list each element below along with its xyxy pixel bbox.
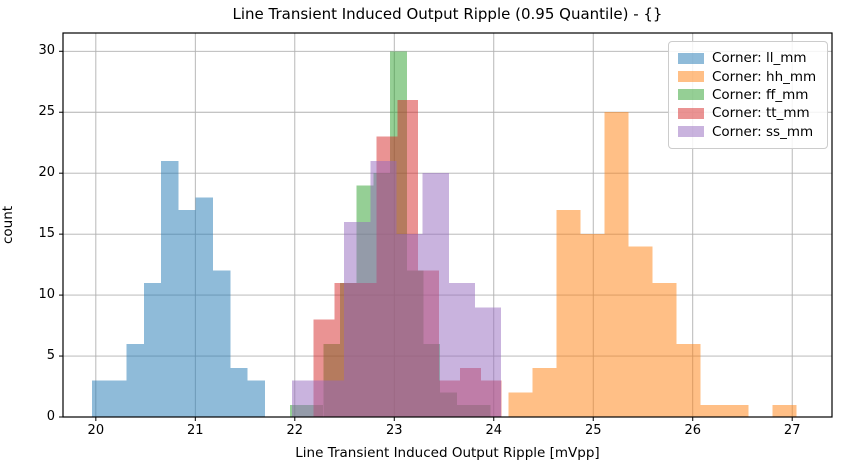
x-axis-label: Line Transient Induced Output Ripple [mV… bbox=[295, 445, 600, 461]
legend-item-hh_mm: Corner: hh_mm bbox=[678, 67, 818, 85]
hist-bar-hh_mm bbox=[604, 112, 629, 418]
y-tick-label: 20 bbox=[38, 165, 55, 181]
legend-label-ss_mm: Corner: ss_mm bbox=[712, 123, 814, 140]
hist-bar-hh_mm bbox=[676, 343, 701, 417]
hist-bar-hh_mm bbox=[772, 404, 797, 417]
hist-bar-ss_mm bbox=[396, 234, 423, 417]
x-tick-label: 24 bbox=[485, 423, 503, 438]
x-tick-label: 23 bbox=[385, 423, 403, 438]
y-tick-label: 0 bbox=[46, 409, 55, 424]
x-tick-label: 22 bbox=[286, 423, 304, 438]
legend-swatch-tt_mm bbox=[678, 107, 704, 119]
legend-swatch-ff_mm bbox=[678, 89, 704, 101]
hist-bar-ll_mm bbox=[213, 270, 231, 417]
legend-label-hh_mm: Corner: hh_mm bbox=[712, 68, 817, 85]
hist-bar-hh_mm bbox=[508, 392, 533, 417]
legend: Corner: ll_mm Corner: hh_mm Corner: ff_mm C… bbox=[668, 41, 828, 149]
hist-bar-ss_mm bbox=[448, 282, 475, 417]
legend-label-ff_mm: Corner: ff_mm bbox=[712, 86, 809, 103]
y-tick-label: 30 bbox=[38, 43, 55, 59]
hist-bar-hh_mm bbox=[724, 404, 749, 417]
chart-title: Line Transient Induced Output Ripple (0.… bbox=[232, 5, 663, 23]
legend-label-ll_mm: Corner: ll_mm bbox=[712, 50, 807, 67]
y-tick-label: 5 bbox=[46, 348, 55, 364]
hist-bar-ll_mm bbox=[230, 368, 248, 417]
y-axis-label: count bbox=[0, 205, 16, 245]
x-tick-label: 20 bbox=[87, 423, 105, 438]
legend-label-tt_mm: Corner: tt_mm bbox=[712, 105, 810, 122]
hist-bar-hh_mm bbox=[700, 404, 725, 417]
hist-bar-ss_mm bbox=[344, 221, 371, 417]
x-tick-label: 26 bbox=[684, 423, 701, 438]
hist-bar-ll_mm bbox=[195, 197, 214, 417]
legend-item-tt_mm: Corner: tt_mm bbox=[678, 104, 818, 122]
x-tick-label: 21 bbox=[187, 423, 204, 438]
hist-bar-ss_mm bbox=[422, 173, 449, 417]
hist-bar-ll_mm bbox=[161, 161, 179, 417]
hist-bar-ll_mm bbox=[91, 380, 110, 417]
hist-bar-ll_mm bbox=[247, 380, 265, 417]
hist-bar-hh_mm bbox=[532, 368, 557, 417]
plot-border bbox=[62, 32, 833, 418]
hist-bar-hh_mm bbox=[652, 282, 677, 417]
legend-item-ff_mm: Corner: ff_mm bbox=[678, 86, 818, 104]
legend-swatch-ll_mm bbox=[678, 52, 704, 64]
x-tick-label: 27 bbox=[783, 423, 801, 438]
hist-bar-hh_mm bbox=[556, 209, 581, 417]
legend-swatch-ss_mm bbox=[678, 126, 704, 138]
legend-item-ll_mm: Corner: ll_mm bbox=[678, 49, 818, 67]
y-tick-label: 10 bbox=[38, 287, 55, 303]
hist-bar-ll_mm bbox=[126, 343, 144, 417]
hist-bar-ll_mm bbox=[143, 282, 162, 417]
x-tick-label: 25 bbox=[584, 423, 602, 438]
hist-bar-hh_mm bbox=[628, 246, 653, 417]
hist-bar-ss_mm bbox=[317, 380, 345, 417]
y-tick-label: 25 bbox=[38, 104, 55, 120]
y-tick-label: 15 bbox=[38, 226, 55, 242]
hist-bar-ss_mm bbox=[291, 380, 318, 417]
legend-swatch-hh_mm bbox=[678, 71, 704, 83]
hist-bar-ll_mm bbox=[178, 209, 196, 417]
hist-bar-hh_mm bbox=[580, 234, 605, 417]
hist-bar-ss_mm bbox=[474, 307, 502, 417]
hist-bar-ss_mm bbox=[370, 161, 397, 417]
hist-bar-ll_mm bbox=[109, 380, 127, 417]
legend-item-ss_mm: Corner: ss_mm bbox=[678, 123, 818, 141]
